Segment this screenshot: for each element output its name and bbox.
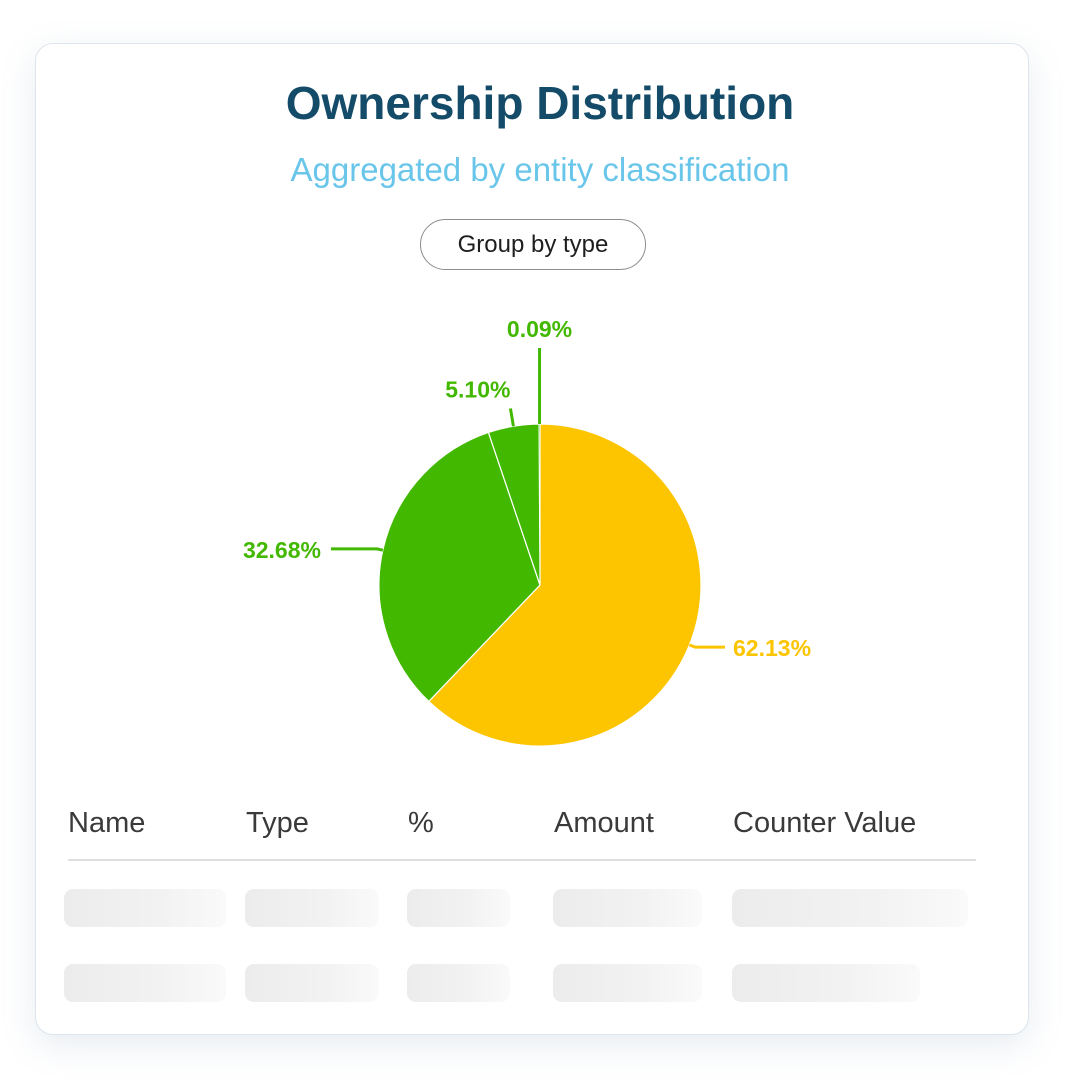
skeleton-cell-percent bbox=[407, 964, 510, 1002]
pie-slice-2[interactable] bbox=[378, 431, 541, 703]
skeleton-cell-amount bbox=[553, 964, 702, 1002]
pie-leader-line-1 bbox=[688, 643, 726, 649]
page-title: Ownership Distribution bbox=[285, 77, 795, 129]
pie-leader-line-3 bbox=[508, 408, 515, 427]
pie-label-3: 5.10% bbox=[445, 376, 510, 402]
pie-labels: 62.13% 32.68% 5.10% 0.09% bbox=[243, 316, 811, 661]
page-subtitle: Aggregated by entity classification bbox=[290, 151, 790, 188]
column-header-name[interactable]: Name bbox=[68, 807, 146, 839]
pie-label-1: 62.13% bbox=[733, 635, 811, 661]
column-header-counter-value[interactable]: Counter Value bbox=[733, 807, 917, 839]
column-header-type[interactable]: Type bbox=[246, 807, 309, 839]
skeleton-cell-name bbox=[64, 964, 226, 1002]
skeleton-cell-type bbox=[245, 889, 379, 927]
skeleton-cell-counter-value bbox=[732, 964, 920, 1002]
pie-slices bbox=[378, 423, 702, 747]
ownership-pie-chart: 62.13% 32.68% 5.10% 0.09% bbox=[243, 316, 811, 747]
skeleton-cell-name bbox=[64, 889, 226, 927]
pie-leader-line-2 bbox=[330, 547, 384, 552]
column-header-percent[interactable]: % bbox=[408, 807, 434, 839]
skeleton-cell-percent bbox=[407, 889, 510, 927]
column-header-amount[interactable]: Amount bbox=[554, 807, 654, 839]
table-header-divider bbox=[68, 859, 976, 861]
pie-label-4: 0.09% bbox=[507, 316, 572, 342]
group-by-type-button[interactable]: Group by type bbox=[420, 219, 646, 270]
skeleton-cell-type bbox=[245, 964, 379, 1002]
pie-label-2: 32.68% bbox=[243, 537, 321, 563]
pie-leader-lines bbox=[330, 348, 726, 649]
pie-slice-1[interactable] bbox=[427, 423, 702, 747]
skeleton-cell-counter-value bbox=[732, 889, 968, 927]
skeleton-cell-amount bbox=[553, 889, 702, 927]
